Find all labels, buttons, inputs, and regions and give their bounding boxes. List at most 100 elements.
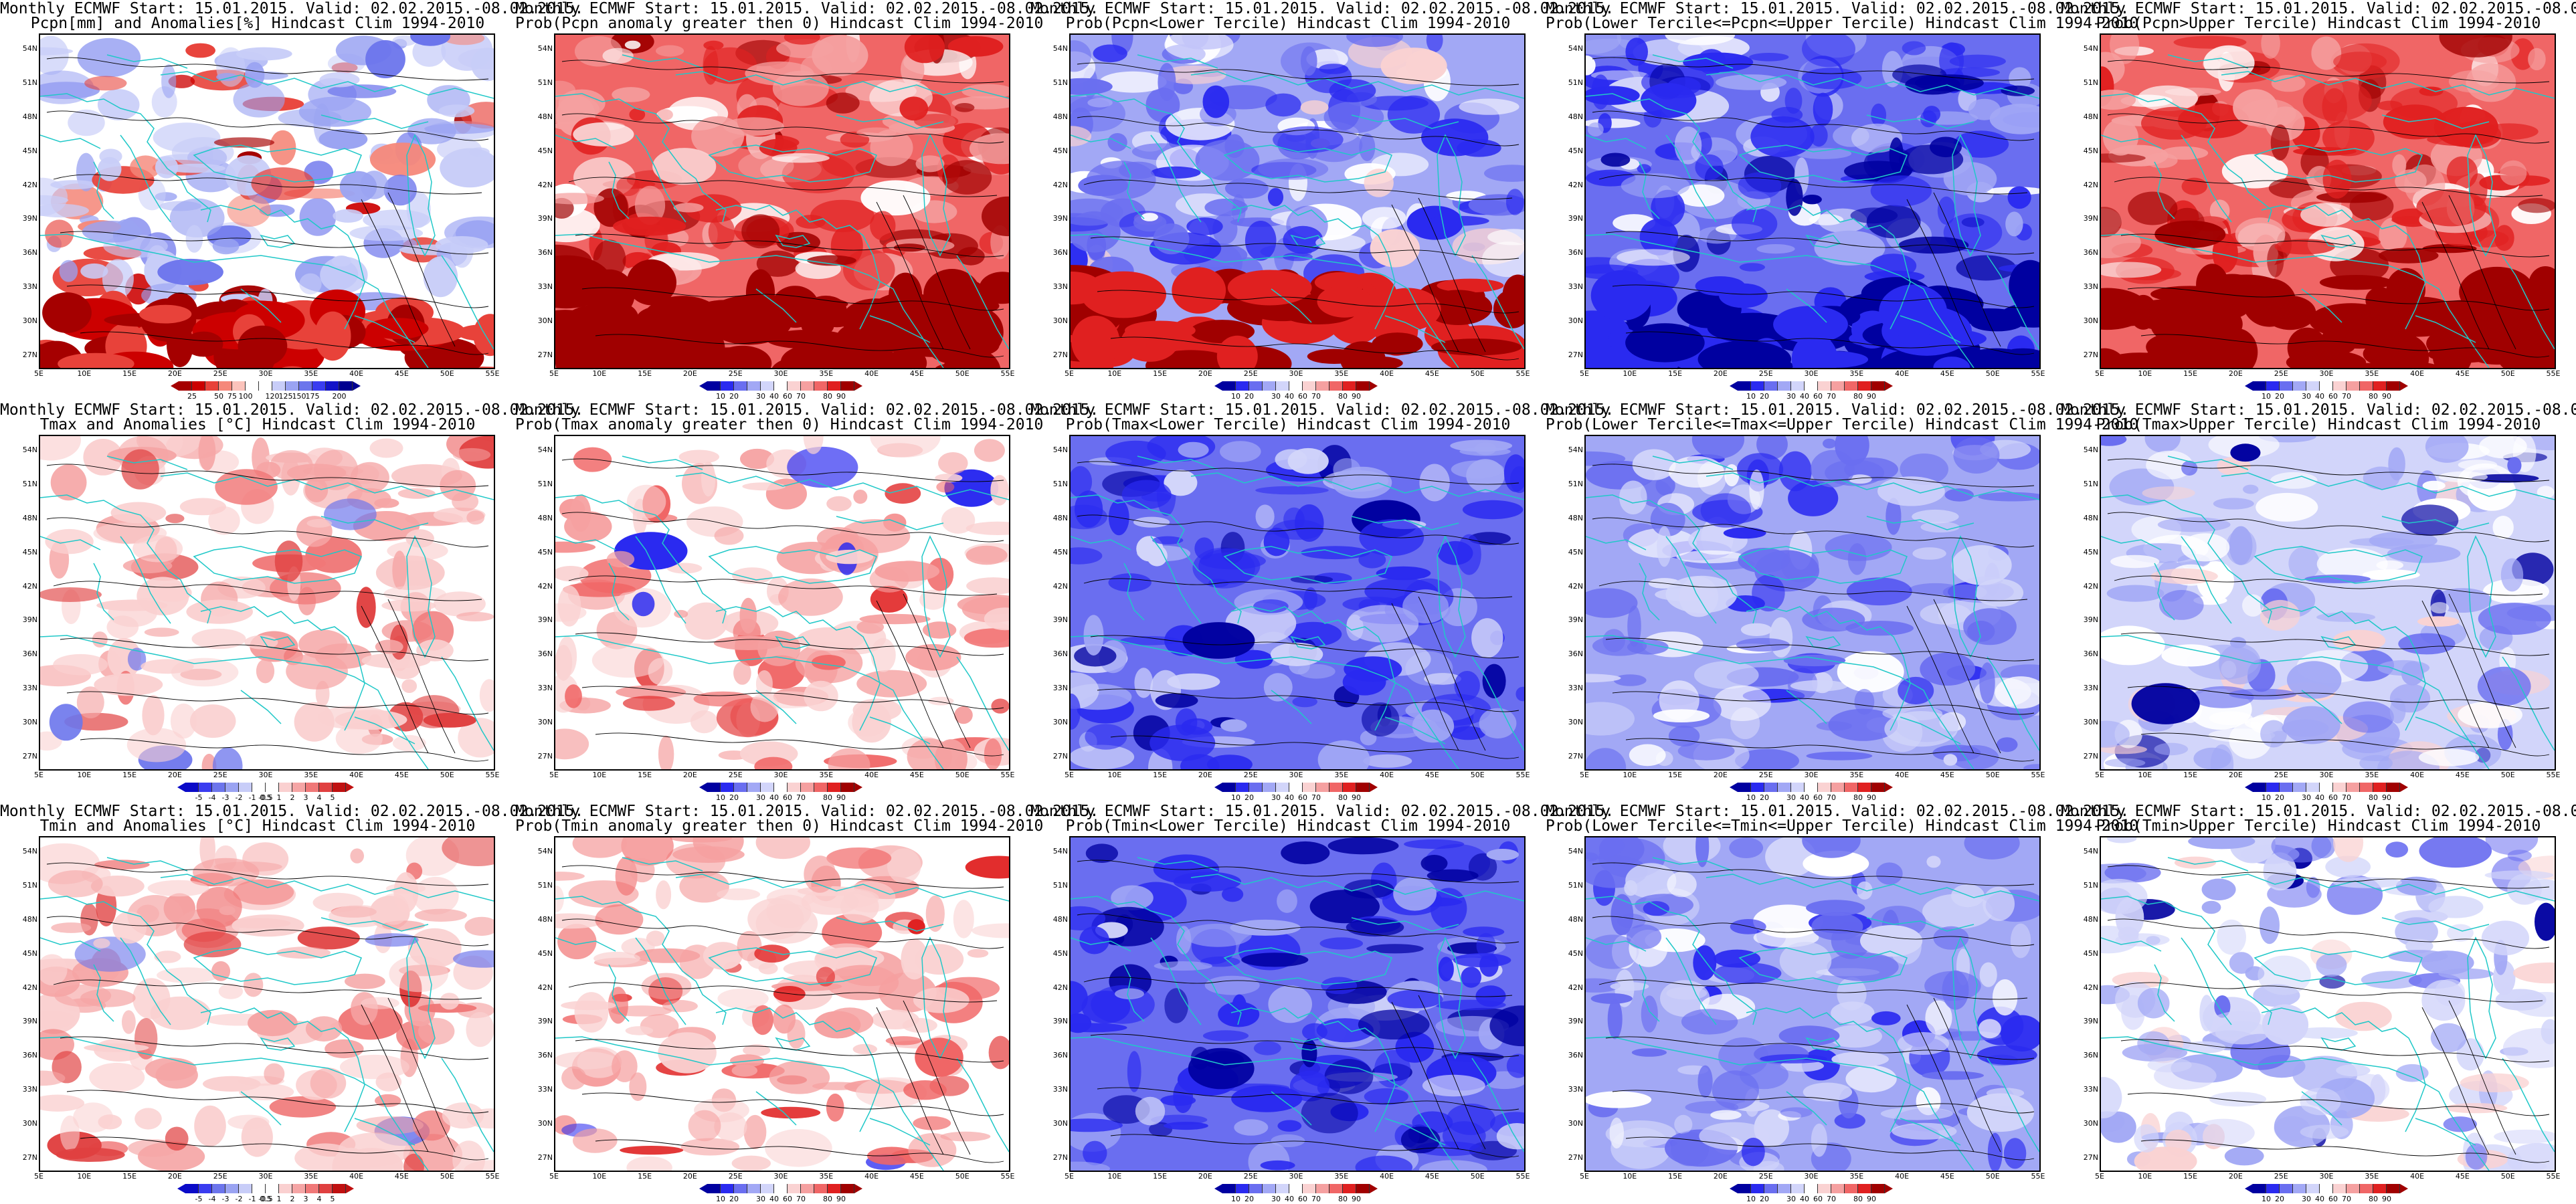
coastline bbox=[675, 71, 1009, 99]
coastline bbox=[1706, 71, 2039, 99]
coastline bbox=[2101, 233, 2490, 368]
anomaly-blob bbox=[304, 478, 329, 502]
lon-tick-label: 50E bbox=[1470, 369, 1485, 378]
colorbar-segment bbox=[1263, 1184, 1276, 1193]
coastline bbox=[2101, 536, 2162, 550]
map-panel-pcpn-anom: Monthly ECMWF Start: 15.01.2015. Valid: … bbox=[0, 0, 583, 401]
anomaly-blob bbox=[870, 211, 896, 241]
lat-tick-label: 54N bbox=[537, 847, 553, 856]
colorbar-tick-label: 30 bbox=[756, 1195, 765, 1203]
contour-line bbox=[66, 284, 489, 308]
coastline bbox=[1706, 874, 2039, 902]
anomaly-blob bbox=[570, 495, 591, 532]
coastline bbox=[1384, 716, 1446, 744]
lon-tick-label: 30E bbox=[258, 1172, 273, 1181]
southern-band-blob bbox=[473, 314, 494, 357]
anomaly-blob bbox=[1200, 957, 1240, 967]
lat-tick-label: 54N bbox=[2083, 44, 2098, 53]
lat-tick-label: 39N bbox=[2083, 615, 2098, 625]
coastline bbox=[441, 1058, 494, 1152]
anomaly-blob bbox=[1964, 837, 2020, 860]
anomaly-blob bbox=[2229, 526, 2253, 565]
map-field-svg bbox=[40, 35, 494, 368]
colorbar-tick-label: 70 bbox=[1311, 793, 1321, 802]
anomaly-blob bbox=[963, 628, 1009, 648]
lat-tick-label: 45N bbox=[1568, 547, 1583, 557]
contour-line bbox=[1906, 605, 1974, 754]
map-panel-pcpn-prob-pos: Monthly ECMWF Start: 15.01.2015. Valid: … bbox=[515, 0, 1099, 401]
anomaly-blob bbox=[905, 643, 961, 671]
colorbar-tick-label: 60 bbox=[783, 1195, 792, 1203]
lon-tick-label: 50E bbox=[2500, 369, 2515, 378]
anomaly-blob bbox=[324, 498, 377, 530]
lon-tick-label: 35E bbox=[1334, 771, 1349, 779]
colorbar-segment bbox=[286, 381, 299, 391]
coastline bbox=[160, 71, 494, 99]
lon-tick-label: 30E bbox=[258, 771, 273, 779]
anomaly-blob bbox=[1848, 474, 1872, 484]
anomaly-blob bbox=[1779, 942, 1832, 980]
lat-tick-label: 36N bbox=[2083, 248, 2098, 258]
anomaly-blob bbox=[269, 1096, 337, 1118]
anomaly-blob bbox=[1164, 470, 1198, 496]
colorbar-tick-label: 30 bbox=[756, 793, 765, 802]
anomaly-blob bbox=[1270, 642, 1323, 666]
anomaly-blob bbox=[1942, 970, 1969, 1010]
anomaly-blob bbox=[2154, 220, 2226, 248]
panel-title-line2: Prob(Tmin>Upper Tercile) Hindcast Clim 1… bbox=[2096, 817, 2541, 835]
colorbar-tick-label: 40 bbox=[769, 392, 779, 401]
coastline bbox=[921, 535, 951, 658]
colorbar-min-arrow bbox=[2245, 381, 2253, 391]
colorbar-tick-label: 40 bbox=[1285, 1195, 1294, 1203]
lon-tick-label: 15E bbox=[1153, 369, 1168, 378]
anomaly-blob bbox=[907, 919, 925, 934]
colorbar-labels: 10 20 30 40 60 70 80 90 bbox=[1738, 392, 1885, 401]
anomaly-blob bbox=[2443, 1116, 2477, 1132]
colorbar-min-arrow bbox=[177, 1184, 185, 1193]
colorbar-segment bbox=[339, 381, 353, 391]
coastline bbox=[2167, 857, 2249, 872]
anomaly-blob bbox=[90, 876, 145, 897]
anomaly-blob bbox=[211, 961, 231, 981]
coastline bbox=[1190, 472, 1524, 500]
contour-line bbox=[1083, 977, 1513, 997]
contour-line bbox=[581, 287, 1004, 311]
coastline bbox=[1223, 144, 1392, 183]
coastline bbox=[200, 205, 365, 330]
contour-line bbox=[575, 632, 1004, 656]
colorbar-tick-label: 10 bbox=[716, 1195, 725, 1203]
anomaly-blob bbox=[871, 1009, 919, 1029]
anomaly-blob bbox=[797, 627, 865, 651]
coastline bbox=[2221, 71, 2555, 99]
anomaly-blob bbox=[1700, 493, 1752, 528]
anomaly-blob bbox=[2259, 906, 2280, 944]
colorbar-segment bbox=[2373, 381, 2387, 391]
anomaly-blob bbox=[577, 1046, 622, 1078]
coastline bbox=[1639, 161, 1660, 219]
anomaly-blob bbox=[1920, 652, 1976, 686]
anomaly-blob bbox=[77, 37, 141, 78]
lat-tick-label: 27N bbox=[2083, 1153, 2098, 1162]
lon-tick-label: 10E bbox=[77, 1172, 92, 1181]
coastline bbox=[200, 606, 365, 731]
lat-tick-label: 51N bbox=[2083, 479, 2098, 488]
map-plot-area bbox=[2100, 836, 2556, 1172]
colorbar-segment bbox=[707, 783, 721, 792]
lat-tick-label: 33N bbox=[1052, 684, 1068, 693]
anomaly-blob bbox=[414, 908, 467, 922]
anomaly-blob bbox=[2101, 720, 2130, 748]
anomaly-blob bbox=[2101, 207, 2122, 237]
contour-line bbox=[568, 177, 998, 197]
anomaly-blob bbox=[130, 155, 161, 179]
coastline bbox=[1786, 690, 1827, 724]
anomaly-blob bbox=[2322, 120, 2375, 157]
colorbar-tick-label: 90 bbox=[1867, 1195, 1876, 1203]
anomaly-blob bbox=[1071, 1161, 1110, 1171]
anomaly-blob bbox=[1442, 1121, 1486, 1150]
lon-tick-label: 40E bbox=[864, 771, 879, 779]
contour-line bbox=[2140, 334, 2550, 358]
coastline bbox=[1230, 606, 1396, 731]
anomaly-blob bbox=[1870, 175, 1932, 207]
coastline bbox=[2502, 656, 2555, 751]
anomaly-blob bbox=[2010, 923, 2031, 959]
